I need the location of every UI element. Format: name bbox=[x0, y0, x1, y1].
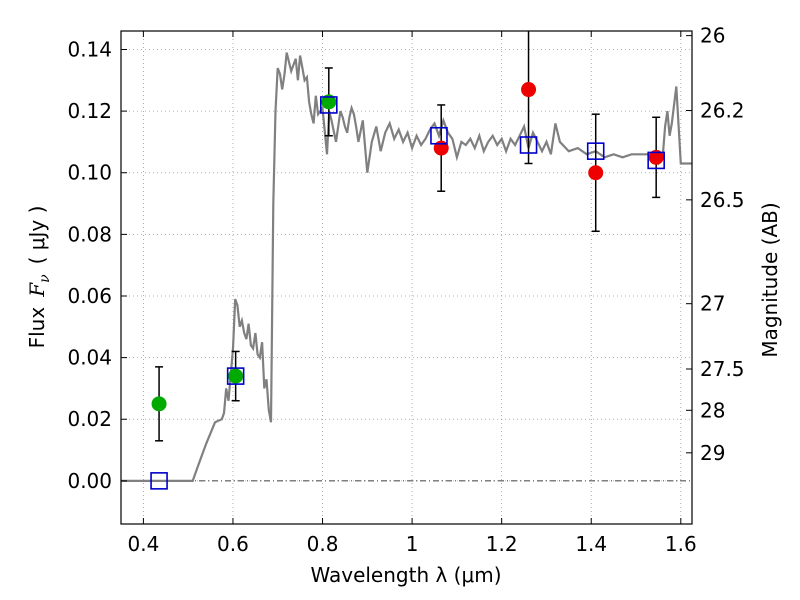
y2-tick-label: 27.5 bbox=[700, 357, 745, 381]
measured-point bbox=[521, 82, 537, 98]
y-axis-label-text: Flux bbox=[25, 307, 49, 349]
y2-tick-label: 29 bbox=[700, 441, 725, 465]
x-tick-label: 1.4 bbox=[575, 532, 607, 556]
y-axis: 0.00 0.02 0.04 0.06 0.08 0.10 0.12 0.14 bbox=[67, 37, 127, 493]
grid bbox=[121, 31, 692, 524]
y2-tick-label: 26 bbox=[700, 24, 725, 48]
y-axis-label-symbol: F bbox=[25, 282, 49, 298]
y-axis-label: Flux Fν ( μJy ) bbox=[25, 206, 53, 349]
y-tick-label: 0.04 bbox=[67, 346, 112, 370]
x-tick-label: 1 bbox=[406, 532, 419, 556]
y-axis-label-unit: ( μJy ) bbox=[25, 206, 49, 265]
measured-point bbox=[648, 149, 664, 165]
y-tick-label: 0.00 bbox=[67, 469, 112, 493]
y2-axis-label: Magnitude (AB) bbox=[758, 202, 782, 357]
y-tick-label: 0.12 bbox=[67, 99, 112, 123]
model-photometry-point bbox=[519, 136, 538, 154]
detected-point bbox=[321, 94, 337, 110]
y2-axis: 26 26.2 26.5 27 27.5 28 29 bbox=[686, 24, 745, 465]
y-tick-label: 0.06 bbox=[67, 284, 112, 308]
y2-tick-label: 26.2 bbox=[700, 98, 745, 122]
y2-tick-label: 26.5 bbox=[700, 188, 745, 212]
detected-point bbox=[151, 396, 167, 412]
measured-point bbox=[588, 165, 604, 181]
y-axis-label-subscript: ν bbox=[37, 274, 53, 283]
model-photometry-point bbox=[150, 472, 168, 490]
model-photometry-point bbox=[226, 367, 245, 385]
y-tick-label: 0.10 bbox=[67, 161, 112, 185]
model-photometry-point bbox=[586, 142, 605, 160]
model-photometry-point bbox=[319, 96, 338, 114]
x-axis-label: Wavelength λ (μm) bbox=[310, 563, 501, 587]
model-photometry-point bbox=[647, 151, 665, 170]
y2-tick-label: 27 bbox=[700, 292, 725, 316]
detected-point bbox=[228, 368, 244, 384]
x-tick-label: 0.6 bbox=[217, 532, 249, 556]
x-tick-label: 0.4 bbox=[127, 532, 159, 556]
data-marks bbox=[150, 31, 665, 490]
model-photometry-point bbox=[430, 126, 448, 145]
x-tick-label: 1.2 bbox=[486, 532, 518, 556]
y-tick-label: 0.14 bbox=[67, 37, 112, 61]
y-tick-label: 0.08 bbox=[67, 222, 112, 246]
y2-tick-label: 28 bbox=[700, 398, 725, 422]
plot-frame bbox=[120, 30, 693, 525]
x-tick-label: 1.6 bbox=[665, 532, 697, 556]
x-tick-label: 0.8 bbox=[307, 532, 339, 556]
model-spectrum-line bbox=[121, 52, 692, 482]
x-axis: 0.4 0.6 0.8 1 1.2 1.4 1.6 bbox=[127, 31, 697, 556]
y-tick-label: 0.02 bbox=[67, 407, 112, 431]
